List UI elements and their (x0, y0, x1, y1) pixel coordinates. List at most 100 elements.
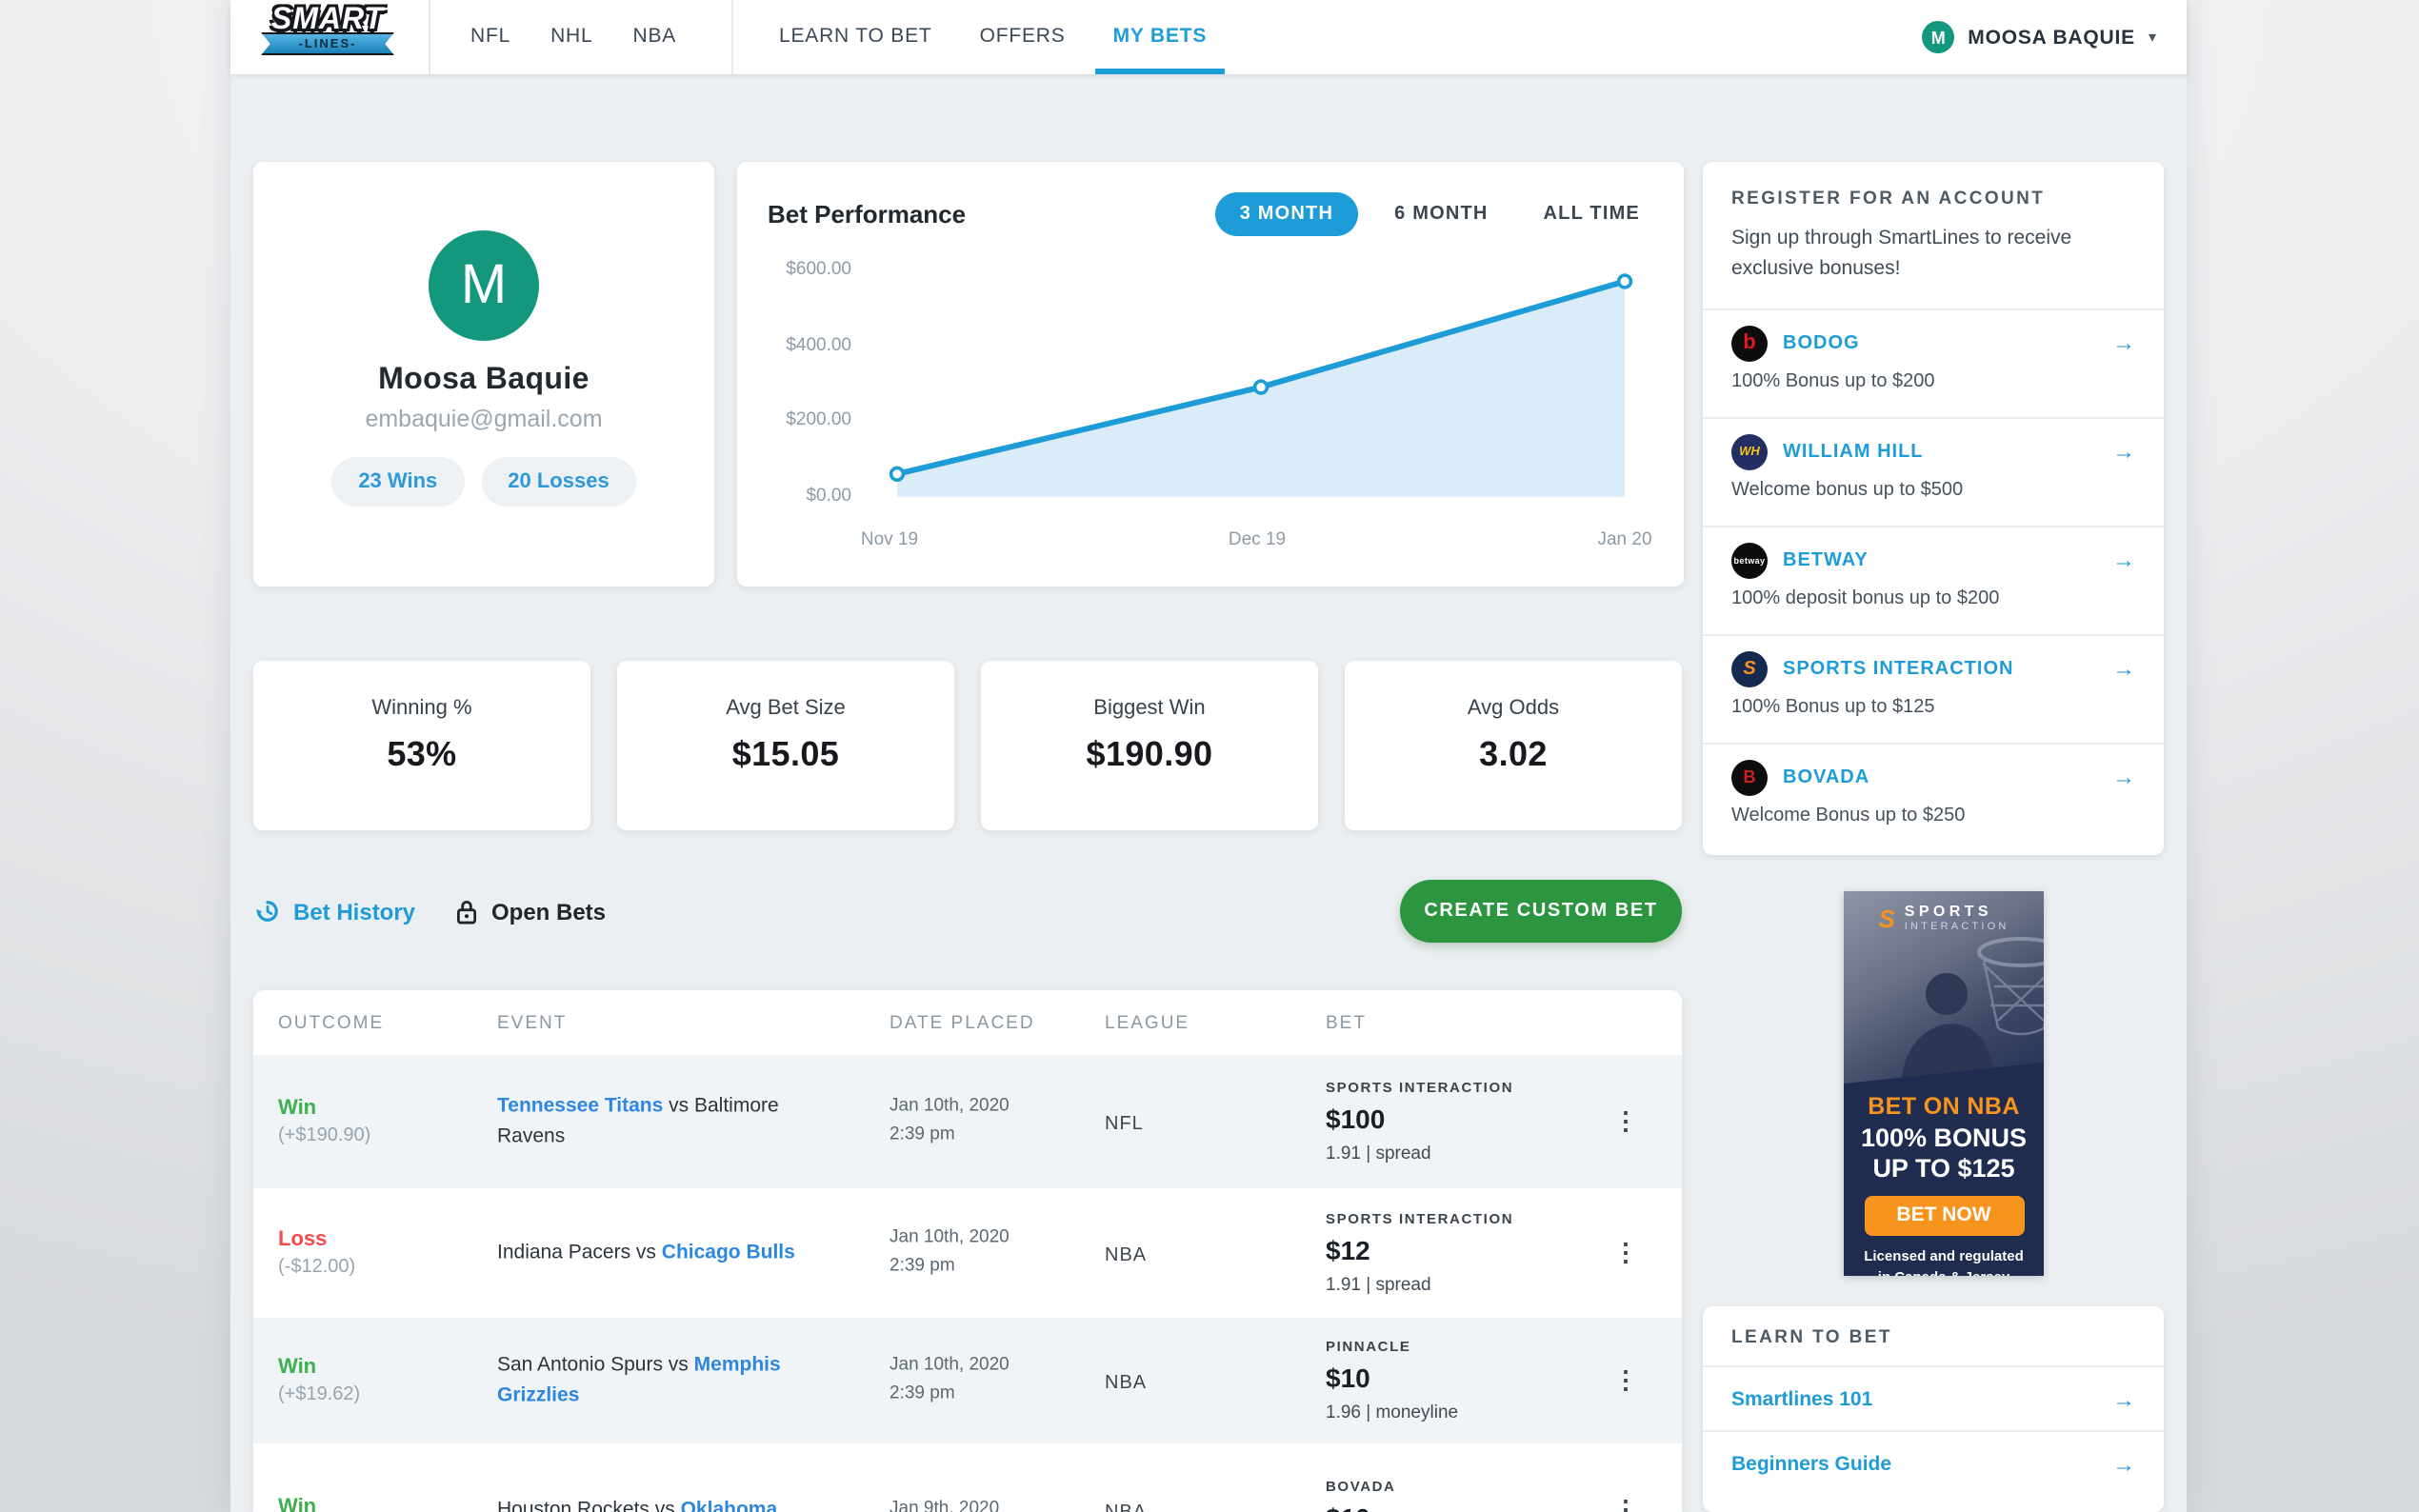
open-lock-icon (456, 900, 477, 924)
event-name: Indiana Pacers vs Chicago Bulls (497, 1241, 795, 1264)
link-smartlines-101[interactable]: Smartlines 101 → (1703, 1367, 2164, 1432)
nav-item-nfl[interactable]: NFL (470, 25, 511, 48)
bet-now-button[interactable]: BET NOW (1864, 1196, 2024, 1237)
nav-item-my-bets[interactable]: MY BETS (1095, 0, 1225, 74)
col-header-date-placed: DATE PLACED (890, 1013, 1035, 1034)
sportsbook-name: SPORTS INTERACTION (1326, 1079, 1514, 1096)
history-icon (256, 901, 278, 922)
arrow-right-icon: → (2112, 329, 2135, 356)
tab-bet-history[interactable]: Bet History (253, 876, 415, 946)
y-axis-tick: $600.00 (786, 259, 851, 280)
smartlines-logo[interactable]: SMART -LINES- (253, 4, 402, 55)
outcome-amount: (+$190.90) (278, 1125, 371, 1146)
bet-stake: $12 (1326, 1235, 1370, 1265)
bet-odds: 1.96 | moneyline (1326, 1403, 1459, 1423)
team-link[interactable]: Memphis Grizzlies (497, 1353, 781, 1407)
stat-label: Avg Bet Size (726, 697, 846, 720)
outcome-result: Win (278, 1356, 317, 1379)
ad-text-block: BET ON NBA 100% BONUS UP TO $125 BET NOW… (1844, 1063, 2044, 1276)
bet-performance-card: Bet Performance 3 MONTH 6 MONTH ALL TIME… (737, 162, 1684, 587)
stat-card-winning-pct: Winning % 53% (253, 661, 590, 830)
table-row: Win Houston Rockets vs Oklahoma Jan 9th,… (253, 1443, 1682, 1512)
register-card: REGISTER FOR AN ACCOUNT Sign up through … (1703, 162, 2164, 855)
date-placed: Jan 10th, 2020 2:39 pm (890, 1095, 1010, 1144)
losses-badge: 20 Losses (481, 457, 636, 507)
table-header-row: OUTCOME EVENT DATE PLACED LEAGUE BET (253, 990, 1682, 1055)
account-avatar: M (1922, 21, 1955, 53)
nav-item-offers[interactable]: OFFERS (979, 25, 1066, 48)
bet-stake: $10 (1326, 1502, 1630, 1512)
date-placed: Jan 10th, 2020 2:39 pm (890, 1354, 1010, 1403)
sports-interaction-ad-banner[interactable]: S SPORTS INTERACTION BET ON NBA 100% BON… (1844, 891, 2044, 1276)
table-row: Loss (-$12.00) Indiana Pacers vs Chicago… (253, 1188, 1682, 1318)
profile-name: Moosa Baquie (378, 364, 590, 396)
bookmaker-item-betway[interactable]: betway BETWAY → 100% deposit bonus up to… (1703, 527, 2164, 635)
bets-toolbar: Bet History Open Bets CREATE CUSTOM BET (253, 876, 1682, 946)
chart-range-switcher: 3 MONTH 6 MONTH ALL TIME (1214, 192, 1659, 236)
arrow-right-icon: → (2112, 655, 2135, 682)
ad-player-photo (1844, 891, 2044, 1085)
logo-ribbon: -LINES- (261, 32, 394, 55)
tab-open-bets[interactable]: Open Bets (453, 876, 606, 946)
nav-item-learn-to-bet[interactable]: LEARN TO BET (779, 25, 932, 48)
team-link[interactable]: Tennessee Titans (497, 1094, 664, 1118)
nav-links: LEARN TO BET OFFERS MY BETS (779, 0, 1225, 74)
range-all-time[interactable]: ALL TIME (1543, 204, 1640, 225)
betway-logo-icon: betway (1731, 542, 1768, 578)
team-link[interactable]: Chicago Bulls (661, 1241, 795, 1264)
learn-to-bet-card: LEARN TO BET Smartlines 101 → Beginners … (1703, 1306, 2164, 1512)
stat-value: 3.02 (1479, 735, 1548, 773)
nav-item-nhl[interactable]: NHL (550, 25, 593, 48)
bet-performance-plot (889, 273, 1633, 497)
bookmaker-bonus: Welcome Bonus up to $250 (1731, 805, 1966, 826)
ad-brand-row: S SPORTS INTERACTION (1878, 903, 2009, 933)
bookmaker-item-bovada[interactable]: B BOVADA → Welcome Bonus up to $250 (1703, 744, 2164, 852)
kebab-menu-icon[interactable]: ⋮ (1613, 1238, 1638, 1266)
nav-item-nba[interactable]: NBA (632, 25, 677, 48)
nav-divider (429, 0, 430, 74)
stat-value: $15.05 (731, 735, 840, 773)
kebab-menu-icon[interactable]: ⋮ (1613, 1106, 1638, 1135)
william-hill-logo-icon: WH (1731, 433, 1768, 469)
range-3-month[interactable]: 3 MONTH (1214, 192, 1359, 236)
stat-card-avg-bet-size: Avg Bet Size $15.05 (617, 661, 954, 830)
kebab-menu-icon[interactable]: ⋮ (1613, 1365, 1638, 1394)
x-axis-tick: Jan 20 (1597, 529, 1652, 550)
ad-disclaimer: Licensed and regulated in Canada & Jerse… (1864, 1247, 2024, 1276)
caret-down-icon: ▾ (2148, 29, 2156, 46)
team-link[interactable]: Oklahoma (680, 1498, 778, 1512)
event-name: San Antonio Spurs vs Memphis Grizzlies (497, 1353, 781, 1407)
x-axis-tick: Nov 19 (860, 529, 919, 550)
bookmaker-item-sports-interaction[interactable]: S SPORTS INTERACTION → 100% Bonus up to … (1703, 635, 2164, 744)
col-header-bet: BET (1326, 1013, 1367, 1034)
outcome-result: Win (278, 1496, 317, 1512)
bookmaker-item-william-hill[interactable]: WH WILLIAM HILL → Welcome bonus up to $5… (1703, 418, 2164, 527)
create-custom-bet-button[interactable]: CREATE CUSTOM BET (1400, 880, 1682, 943)
logo-wordmark: SMART (270, 4, 385, 36)
sportsbook-name: PINNACLE (1326, 1338, 1411, 1355)
profile-email: embaquie@gmail.com (365, 406, 603, 432)
table-row: Win (+$19.62) San Antonio Spurs vs Memph… (253, 1318, 1682, 1443)
kebab-menu-icon[interactable]: ⋮ (1613, 1495, 1638, 1512)
date-placed: Jan 9th, 2020 (890, 1498, 1000, 1512)
y-axis-tick: $400.00 (786, 335, 851, 356)
table-row: Win (+$190.90) Tennessee Titans vs Balti… (253, 1055, 1682, 1188)
profile-card: M Moosa Baquie embaquie@gmail.com 23 Win… (253, 162, 714, 587)
range-6-month[interactable]: 6 MONTH (1394, 204, 1489, 225)
register-header: REGISTER FOR AN ACCOUNT Sign up through … (1703, 162, 2164, 309)
league: NBA (1105, 1373, 1148, 1394)
basketball-hoop-graphic (1977, 937, 2044, 1036)
bookmaker-item-bodog[interactable]: b BODOG → 100% Bonus up to $200 (1703, 309, 2164, 418)
bookmaker-bonus: 100% deposit bonus up to $200 (1731, 587, 2000, 608)
league: NBA (1105, 1245, 1148, 1266)
arrow-right-icon: → (2112, 438, 2135, 465)
stat-value: $190.90 (1086, 735, 1213, 773)
bet-odds: 1.91 | spread (1326, 1275, 1431, 1296)
account-name: MOOSA BAQUIE (1968, 26, 2135, 49)
sports-interaction-mark-icon: S (1878, 904, 1895, 932)
chart-title: Bet Performance (768, 200, 967, 229)
event-name: Houston Rockets vs Oklahoma (497, 1495, 840, 1512)
link-beginners-guide[interactable]: Beginners Guide → (1731, 1451, 2135, 1478)
account-menu[interactable]: M MOOSA BAQUIE ▾ (1922, 0, 2156, 74)
